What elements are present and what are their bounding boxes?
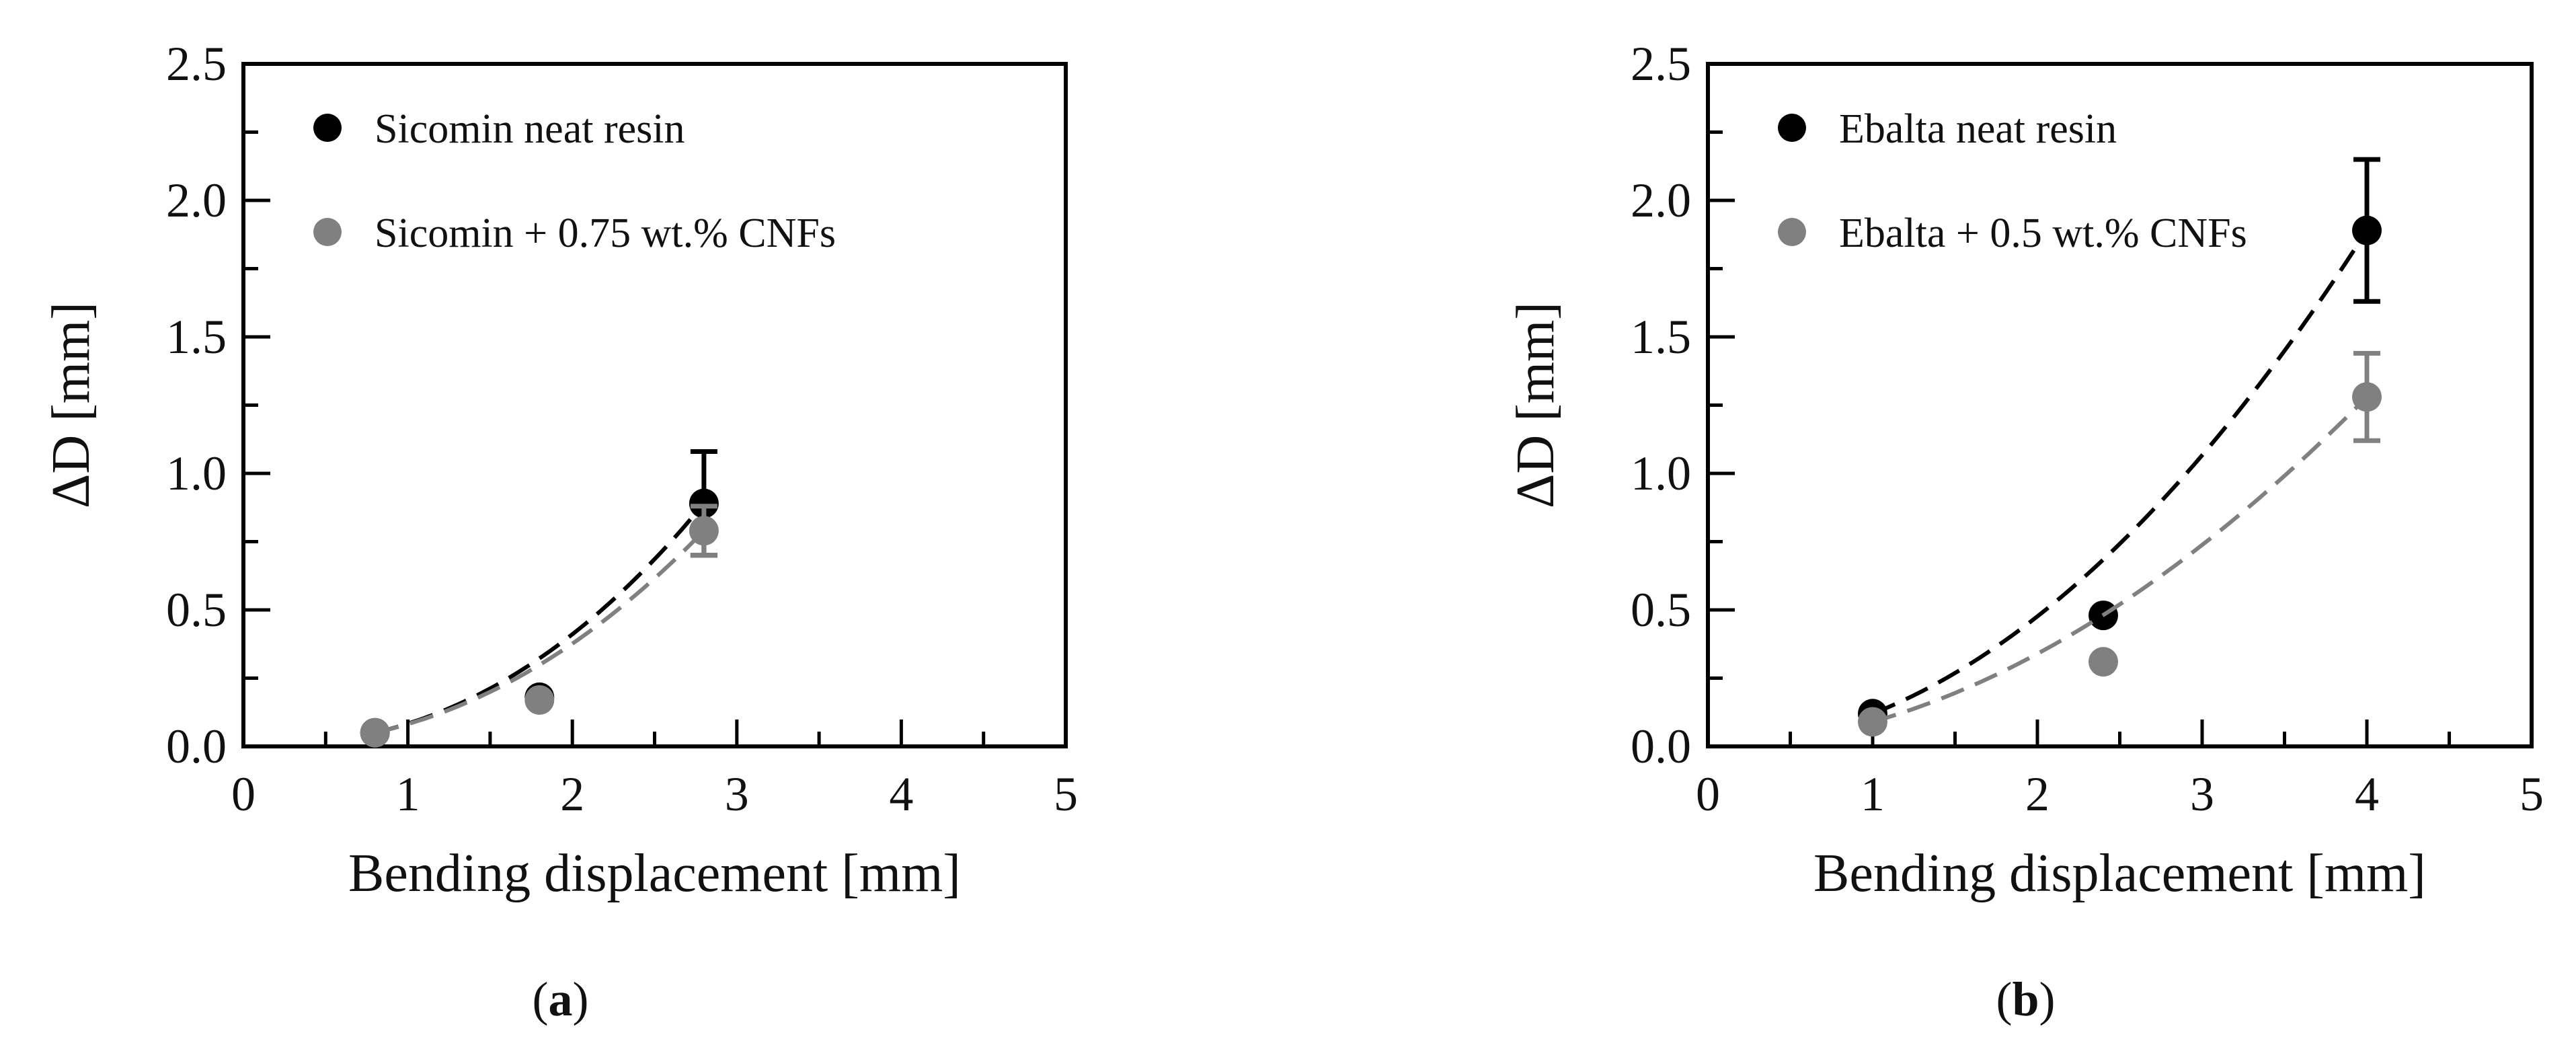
x-tick-label: 3 (725, 767, 749, 821)
plot-frame (1706, 62, 2534, 748)
y-tick-label: 0.0 (1631, 720, 1691, 773)
x-tick-label: 5 (2520, 767, 2544, 821)
y-tick-label: 2.0 (1631, 173, 1691, 227)
data-point (524, 685, 555, 715)
y-tick-label: 0.5 (1631, 583, 1691, 637)
fit-curve-2 (375, 529, 706, 735)
x-tick-label: 2 (560, 767, 584, 821)
y-tick-label: 0.5 (166, 583, 227, 637)
fit-curve-1 (1871, 229, 2369, 716)
y-tick-label: 1.5 (166, 310, 227, 364)
x-tick-label: 0 (1696, 767, 1720, 821)
data-point (689, 488, 719, 518)
x-axis-label: Bending displacement [mm] (348, 844, 961, 903)
y-axis-label: ΔD [mm] (42, 302, 101, 508)
panel-letter: a (549, 972, 573, 1026)
x-tick-label: 5 (1054, 767, 1078, 821)
legend-marker (313, 114, 342, 142)
legend-marker (1778, 218, 1806, 246)
legend-label: Sicomin + 0.75 wt.% CNFs (375, 210, 836, 256)
panel-letter: b (2012, 972, 2039, 1026)
data-point (689, 516, 719, 546)
panel-label: (b) (1996, 972, 2055, 1026)
y-tick-label: 2.5 (1631, 37, 1691, 91)
plot-frame (241, 62, 1068, 748)
y-axis-label: ΔD [mm] (1506, 302, 1565, 508)
x-tick-label: 1 (396, 767, 420, 821)
fit-curve-2 (1872, 395, 2369, 724)
x-axis-label: Bending displacement [mm] (1813, 844, 2426, 903)
data-point (2352, 382, 2382, 412)
legend-label: Sicomin neat resin (375, 106, 685, 152)
y-tick-label: 0.0 (166, 720, 227, 773)
x-tick-label: 0 (231, 767, 256, 821)
legend-label: Ebalta neat resin (1839, 106, 2117, 152)
x-tick-label: 3 (2190, 767, 2214, 821)
legend-label: Ebalta + 0.5 wt.% CNFs (1839, 210, 2247, 256)
y-tick-label: 1.0 (1631, 446, 1691, 500)
x-tick-label: 4 (2355, 767, 2379, 821)
data-point (2352, 215, 2382, 245)
legend-marker (313, 218, 342, 246)
x-tick-label: 4 (889, 767, 913, 821)
x-tick-label: 1 (1861, 767, 1885, 821)
y-tick-label: 1.0 (166, 446, 227, 500)
data-point (1858, 707, 1887, 737)
y-tick-label: 1.5 (1631, 310, 1691, 364)
data-point (360, 717, 390, 748)
y-tick-label: 2.5 (166, 37, 227, 91)
chart-panel-b: 0 1 2 3 4 5 0.0 0.5 1.0 1.5 2.0 2.5 Bending displace… (1506, 37, 2544, 1026)
y-tick-label: 2.0 (166, 173, 227, 227)
panel-label: (a) (533, 972, 589, 1026)
data-point (2089, 647, 2118, 677)
chart-panel-a: 0 1 2 3 4 5 0.0 0.5 1.0 1.5 2.0 2.5 Bending displace… (42, 37, 1078, 1026)
legend-marker (1778, 114, 1806, 142)
x-tick-label: 2 (2025, 767, 2050, 821)
